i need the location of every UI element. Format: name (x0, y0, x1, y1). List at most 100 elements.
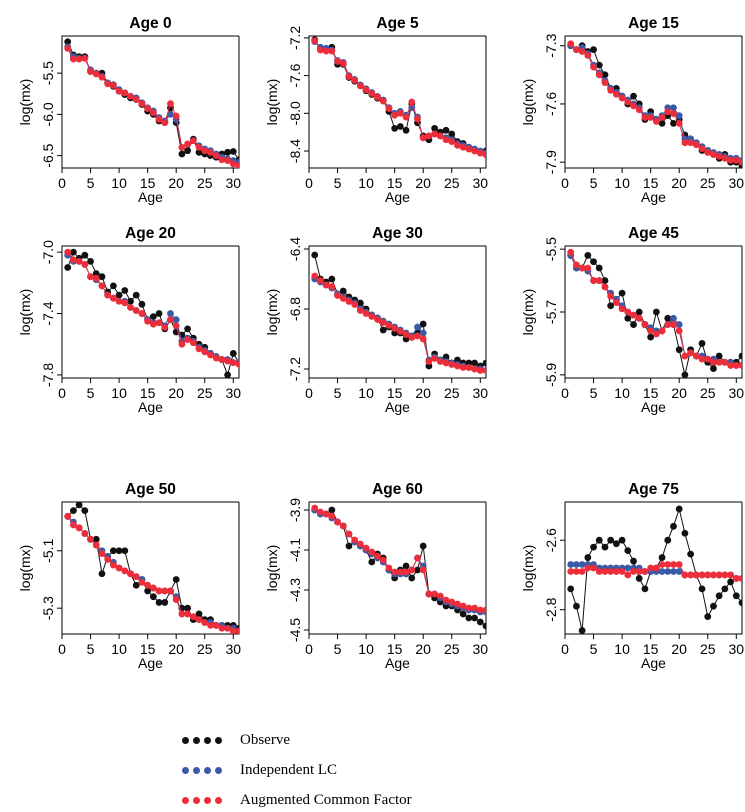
x-tick-label: 20 (168, 175, 184, 191)
legend-label-observe: Observe (240, 731, 290, 748)
point-independent (414, 323, 421, 331)
point-augmented (670, 321, 677, 328)
point-augmented (607, 568, 615, 575)
point-observe (727, 578, 734, 586)
y-axis-label: log(mx) (520, 289, 536, 336)
panel-age-0: Age 0 0 5 10 15 20 25 30 Age -6.5 -6.0 -5.5 log(mx) (17, 15, 241, 205)
x-tick-label: 10 (111, 641, 127, 657)
point-augmented (698, 571, 706, 579)
point-augmented (471, 365, 478, 373)
point-observe (419, 320, 427, 328)
point-independent (675, 321, 683, 328)
point-augmented (698, 355, 706, 363)
point-augmented (132, 96, 140, 103)
point-augmented (149, 109, 157, 117)
point-observe (652, 308, 660, 316)
point-observe (448, 130, 456, 138)
point-augmented (431, 590, 439, 598)
y-axis-label: log(mx) (17, 545, 33, 592)
point-augmented (692, 352, 700, 360)
point-observe (567, 585, 575, 593)
point-augmented (442, 596, 450, 604)
point-observe (132, 291, 140, 299)
point-augmented (356, 82, 364, 90)
point-observe (81, 507, 89, 515)
point-augmented (471, 147, 478, 155)
point-augmented (630, 311, 637, 319)
point-augmented (317, 508, 324, 516)
point-augmented (391, 325, 399, 332)
x-axis-label: Age (385, 189, 410, 205)
point-augmented (178, 610, 186, 618)
point-augmented (201, 348, 209, 356)
point-augmented (64, 248, 72, 256)
point-observe (675, 346, 683, 354)
x-axis-label: Age (641, 399, 666, 415)
point-augmented (328, 47, 336, 55)
point-observe (408, 574, 416, 582)
point-augmented (687, 349, 695, 357)
point-observe (601, 71, 609, 79)
x-tick-label: 5 (590, 385, 598, 401)
point-augmented (207, 351, 214, 359)
point-augmented (408, 334, 416, 341)
point-observe (144, 587, 152, 595)
point-observe (155, 599, 163, 606)
x-tick-label: 30 (729, 175, 745, 191)
point-augmented (624, 308, 632, 316)
point-augmented (115, 564, 123, 572)
point-augmented (465, 604, 473, 612)
point-augmented (334, 58, 341, 65)
plot-area (64, 502, 239, 634)
point-augmented (675, 327, 683, 335)
point-augmented (385, 564, 393, 572)
x-tick-label: 5 (590, 175, 598, 191)
point-augmented (396, 328, 404, 335)
point-augmented (584, 52, 592, 59)
point-augmented (584, 264, 592, 272)
point-augmented (721, 571, 729, 579)
point-independent (567, 561, 575, 568)
point-observe (710, 602, 717, 610)
x-tick-label: 5 (334, 385, 342, 401)
point-augmented (345, 530, 353, 538)
point-augmented (98, 73, 106, 81)
point-observe (402, 562, 410, 570)
point-augmented (218, 624, 226, 632)
y-tick-label: -4.1 (287, 538, 303, 562)
point-augmented (64, 44, 72, 52)
point-observe (698, 340, 706, 347)
x-tick-label: 25 (700, 175, 716, 191)
point-augmented (339, 522, 347, 530)
point-augmented (704, 149, 712, 156)
point-independent (167, 310, 174, 317)
point-observe (658, 554, 666, 561)
point-augmented (328, 283, 336, 290)
point-augmented (144, 105, 152, 112)
y-tick-label: -5.1 (40, 539, 56, 563)
point-augmented (64, 512, 72, 520)
point-augmented (618, 94, 626, 102)
point-augmented (681, 139, 689, 147)
point-augmented (224, 157, 231, 164)
point-observe (738, 352, 742, 360)
point-augmented (431, 355, 439, 362)
panel-age-75: Age 75 0 5 10 15 20 25 30 Age -2.8 -2.6 log(mx) (520, 481, 744, 671)
x-tick-label: 25 (444, 175, 460, 191)
point-augmented (698, 145, 706, 152)
plot-frame (61, 501, 240, 635)
point-augmented (681, 352, 689, 360)
point-observe (675, 505, 683, 513)
point-augmented (595, 71, 603, 79)
x-tick-label: 30 (729, 385, 745, 401)
x-tick-label: 15 (643, 175, 659, 191)
x-tick-label: 0 (58, 385, 66, 401)
point-observe (595, 264, 603, 272)
point-augmented (311, 504, 319, 512)
x-axis-label: Age (138, 399, 163, 415)
point-augmented (207, 621, 214, 629)
x-tick-label: 30 (226, 641, 242, 657)
point-augmented (138, 100, 146, 108)
point-observe (224, 371, 231, 378)
y-axis-label: log(mx) (264, 545, 280, 592)
